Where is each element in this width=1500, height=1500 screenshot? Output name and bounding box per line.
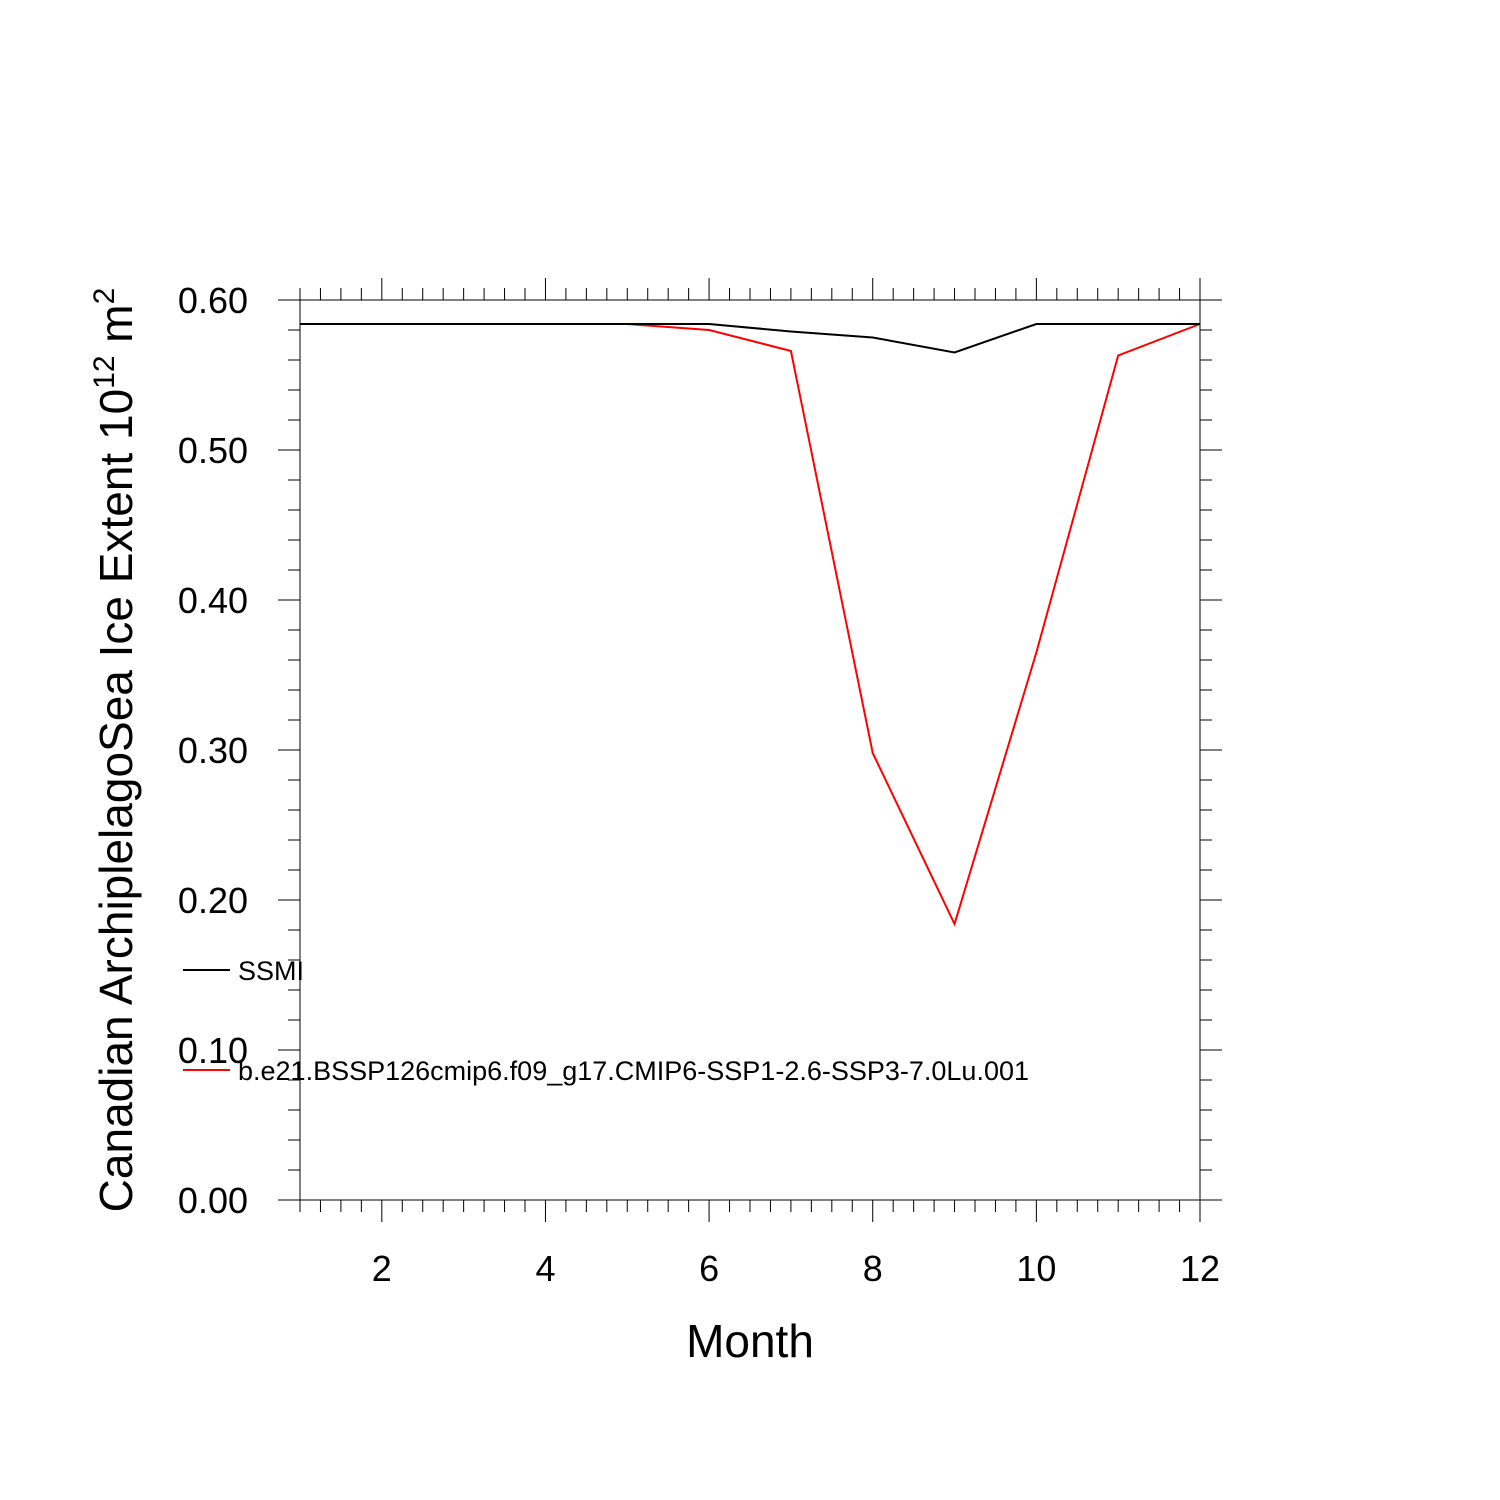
x-tick-label: 6 [699, 1248, 719, 1289]
legend: SSMI b.e21.BSSP126cmip6.f09_g17.CMIP6-SS… [183, 956, 1029, 1086]
y-tick-label: 0.10 [178, 1030, 248, 1071]
x-axis-title: Month [686, 1315, 814, 1367]
y-tick-label: 0.50 [178, 430, 248, 471]
y-axis-title-main: Canadian ArchiplelagoSea Ice Extent 10 [90, 389, 142, 1212]
tick-labels: 2 4 6 8 10 12 0.00 0.10 0.20 0.30 0.40 0.50 0.60 [178, 280, 1220, 1289]
y-tick-label: 0.30 [178, 730, 248, 771]
tick-marks [278, 278, 1222, 1222]
legend-label-ssmi: SSMI [238, 956, 304, 986]
y-tick-label: 0.40 [178, 580, 248, 621]
y-axis-title-exponent: 12 [88, 355, 121, 388]
x-tick-label: 8 [863, 1248, 883, 1289]
series-line-model [300, 323, 1201, 927]
plot-frame [299, 299, 1201, 1201]
y-tick-label: 0.60 [178, 280, 248, 321]
y-axis-title: Canadian ArchiplelagoSea Ice Extent 1012… [88, 288, 142, 1213]
x-tick-label: 12 [1180, 1248, 1220, 1289]
x-tick-label: 2 [372, 1248, 392, 1289]
y-tick-label: 0.00 [178, 1180, 248, 1221]
y-axis-title-unit: m [90, 304, 142, 355]
legend-label-model: b.e21.BSSP126cmip6.f09_g17.CMIP6-SSP1-2.… [238, 1056, 1029, 1086]
series-line-ssmi [300, 323, 1200, 354]
x-tick-label: 4 [535, 1248, 555, 1289]
x-tick-label: 10 [1016, 1248, 1056, 1289]
y-tick-label: 0.20 [178, 880, 248, 921]
y-axis-title-unit-exponent: 2 [88, 288, 121, 305]
series-lines [300, 323, 1201, 927]
